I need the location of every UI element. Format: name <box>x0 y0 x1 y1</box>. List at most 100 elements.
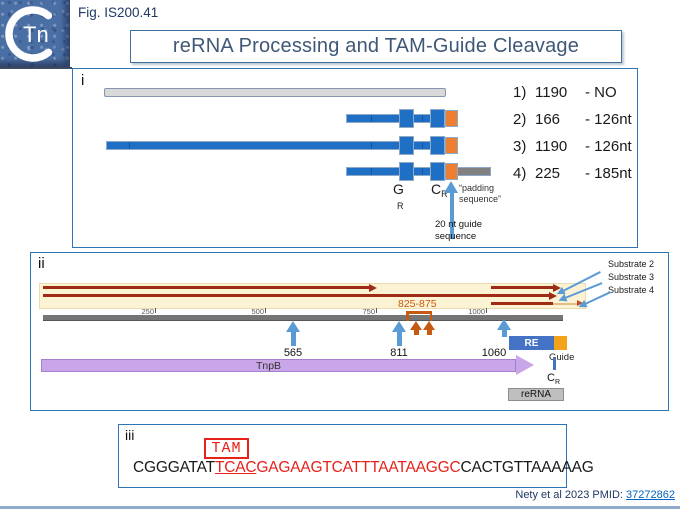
range-bracket-left-leg <box>406 311 409 321</box>
range-arrow-left-stem <box>413 330 419 335</box>
substrate-2-arrowhead-icon <box>553 284 561 292</box>
result-row-4: 4) 225 - 185nt <box>513 165 632 182</box>
ruler-tick-mark <box>486 308 487 313</box>
substrate-4-line <box>491 302 553 305</box>
result-product: - 185nt <box>585 165 632 182</box>
segment-seam <box>422 142 423 149</box>
panel-ii: ii Substrate 2 Substrate 3 Substrate 4 2… <box>30 252 669 411</box>
result-row-1: 1) 1190 - NO <box>513 84 617 101</box>
tnpb-label: TnpB <box>255 360 282 372</box>
result-length: 166 <box>535 111 561 128</box>
re-box: RE <box>509 336 554 350</box>
gr-nucleotide-label: G <box>393 181 404 197</box>
pmid-link[interactable]: 37272862 <box>626 489 675 501</box>
dna-sequence: CGGGATATTCACGAGAAGTCATTTAATAAGGCCACTGTTA… <box>133 459 594 477</box>
guide-position-tick <box>553 358 556 370</box>
cleavage-arrow-565-stem <box>290 332 296 346</box>
panel-iii-label: iii <box>125 427 135 443</box>
cleavage-arrow-1060-icon <box>497 319 511 330</box>
panel-i: i 1) 1190 - NO 2) 16 <box>72 68 638 248</box>
substrate-3-arrowhead-icon <box>549 292 557 300</box>
construct-3-guide-block <box>445 137 458 154</box>
guide-sequence-note: 20 nt guide sequence <box>435 219 482 242</box>
substrate-3-label: Substrate 3 <box>608 272 655 282</box>
ruler-tick-250: 250 <box>141 307 154 316</box>
rerna-box: reRNA <box>508 388 564 401</box>
result-length: 225 <box>535 165 561 182</box>
padding-sequence-note: “padding sequence” <box>459 183 525 205</box>
result-length: 1190 <box>535 138 568 155</box>
figure-id-label: Fig. IS200.41 <box>78 5 159 20</box>
cleavage-arrow-811-stem <box>396 332 402 346</box>
result-index: 3) <box>513 138 527 155</box>
c-subscript: R <box>441 189 448 199</box>
padding-note-line2: sequence” <box>459 194 502 204</box>
result-index: 1) <box>513 84 527 101</box>
panel-ii-label: ii <box>38 255 45 272</box>
cleavage-arrow-565-icon <box>286 321 300 332</box>
segment-seam <box>129 142 130 149</box>
segment-seam <box>371 142 372 149</box>
substrate-4-pointer-arrow <box>584 291 611 305</box>
sequence-tam-motif: TCAC <box>214 459 257 476</box>
ruler-tick-1000: 1000 <box>468 307 485 316</box>
citation-text: Nety et al 2023 PMID: <box>515 489 627 501</box>
guide-label: Guide <box>549 352 575 363</box>
substrate-line-left <box>43 286 369 289</box>
construct-2-stem-block <box>430 109 445 128</box>
substrate-line-left-arrowhead-icon <box>369 284 377 292</box>
guide-arrow-stem <box>450 193 454 239</box>
substrate-2-label: Substrate 2 <box>608 259 655 269</box>
result-row-3: 3) 1190 - 126nt <box>513 138 632 155</box>
tnpb-orf-arrowhead-icon <box>516 355 534 375</box>
position-ruler <box>43 315 563 321</box>
slide-bottom-rule <box>0 506 680 509</box>
sequence-upstream: CGGGATAT <box>133 459 215 476</box>
cr-position-label: CR <box>547 372 560 386</box>
gr-subscript: R <box>397 201 404 211</box>
construct-3-stem-block <box>430 136 445 155</box>
substrate-2-line <box>491 286 553 289</box>
cleavage-arrow-811-icon <box>392 321 406 332</box>
cleavage-arrow-1060-stem <box>501 330 507 337</box>
cleavage-site-811: 811 <box>390 347 408 359</box>
result-index: 4) <box>513 165 527 182</box>
guide-box <box>554 336 567 350</box>
panel-iii: iii TAM CGGGATATTCACGAGAAGTCATTTAATAAGGC… <box>118 424 594 488</box>
cr-subscript: R <box>554 379 561 386</box>
title-box: reRNA Processing and TAM-Guide Cleavage <box>130 30 622 63</box>
padding-note-line1: “padding <box>459 183 495 193</box>
segment-seam <box>422 168 423 175</box>
sequence-downstream: CACTGTTAAAAAG <box>460 459 594 476</box>
guide-arrow-head-icon <box>444 181 458 193</box>
c-label: C <box>431 181 442 197</box>
page-title: reRNA Processing and TAM-Guide Cleavage <box>172 35 580 57</box>
result-product: - NO <box>585 84 617 101</box>
segment-seam <box>371 168 372 175</box>
cr-nucleotide-label: CR <box>431 181 448 199</box>
result-index: 2) <box>513 111 527 128</box>
g-label: G <box>393 181 404 197</box>
guide-note-line2: sequence <box>435 230 477 242</box>
ruler-tick-mark <box>376 308 377 313</box>
range-arrow-left-icon <box>410 321 422 330</box>
range-825-875-label: 825-875 <box>398 298 437 310</box>
logo-underline <box>0 67 72 69</box>
cleavage-site-1060: 1060 <box>481 347 507 359</box>
construct-3-bar <box>106 141 445 150</box>
citation: Nety et al 2023 PMID: 37272862 <box>515 489 675 501</box>
sequence-target: GAGAAGTCATTTAATAAGGC <box>256 459 461 476</box>
panel-i-label: i <box>81 72 85 89</box>
substrate-4-label: Substrate 4 <box>608 285 655 295</box>
tnpb-orf-arrow <box>41 359 516 372</box>
substrate-3-line <box>43 294 549 297</box>
construct-2-guide-block <box>445 110 458 127</box>
substrate-4-extension <box>553 302 577 305</box>
tam-box: TAM <box>204 438 249 459</box>
ruler-tick-mark <box>265 308 266 313</box>
ruler-tick-mark <box>155 308 156 313</box>
construct-4-stem-block <box>430 162 445 181</box>
range-bracket-top <box>406 311 432 314</box>
cr-letter: C <box>547 372 555 384</box>
